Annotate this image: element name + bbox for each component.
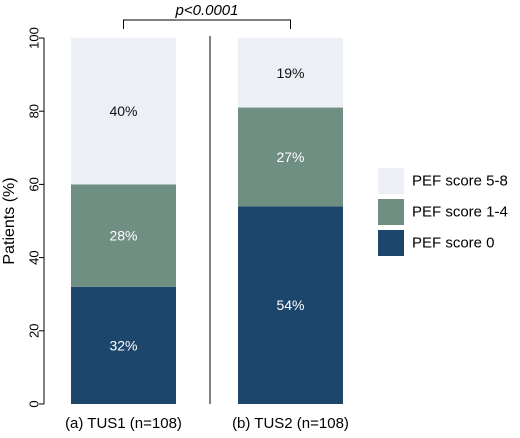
x-category-label: (a) TUS1 (n=108) bbox=[65, 415, 182, 432]
bar-segment bbox=[71, 286, 176, 404]
bar-segment bbox=[238, 107, 343, 207]
bar-segment bbox=[238, 206, 343, 404]
data-label: 32% bbox=[109, 337, 137, 353]
legend-label: PEF score 0 bbox=[412, 235, 495, 252]
data-label: 28% bbox=[109, 228, 137, 244]
bar-segment bbox=[71, 184, 176, 287]
y-tick-label: 80 bbox=[27, 104, 42, 118]
y-tick-label: 0 bbox=[27, 400, 42, 407]
p-value-annotation: p<0.0001 bbox=[175, 2, 239, 19]
data-label: 27% bbox=[276, 149, 304, 165]
y-tick-label: 40 bbox=[27, 250, 42, 264]
legend-swatch bbox=[378, 168, 404, 194]
legend-label: PEF score 5-8 bbox=[412, 173, 508, 190]
data-label: 54% bbox=[276, 297, 304, 313]
data-label: 19% bbox=[276, 65, 304, 81]
y-tick-label: 20 bbox=[27, 324, 42, 338]
legend-swatch bbox=[378, 230, 404, 256]
legend-label: PEF score 1-4 bbox=[412, 204, 508, 221]
bar-segment bbox=[238, 38, 343, 108]
data-label: 40% bbox=[109, 103, 137, 119]
x-category-label: (b) TUS2 (n=108) bbox=[232, 415, 349, 432]
legend-swatch bbox=[378, 199, 404, 225]
significance-bracket bbox=[123, 19, 291, 29]
y-tick-label: 100 bbox=[27, 27, 42, 49]
bar-segment bbox=[71, 38, 176, 185]
y-tick-label: 60 bbox=[27, 177, 42, 191]
y-axis-label: Patients (%) bbox=[1, 177, 18, 264]
